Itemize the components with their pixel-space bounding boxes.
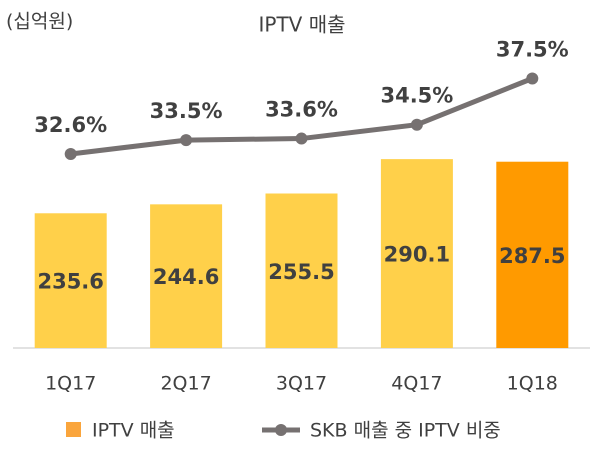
line-value-label: 33.5% — [150, 99, 223, 123]
line-value-label: 33.6% — [265, 98, 338, 122]
x-tick-label: 2Q17 — [160, 373, 211, 395]
bar — [150, 204, 223, 348]
bar-value-label: 287.5 — [499, 244, 565, 268]
x-tick-label: 1Q17 — [45, 373, 96, 395]
chart-title: IPTV 매출 — [258, 13, 345, 37]
line-point — [64, 147, 77, 160]
line-value-label: 32.6% — [34, 113, 107, 137]
x-tick-label: 1Q18 — [507, 373, 558, 395]
legend-label: IPTV 매출 — [92, 420, 175, 442]
legend-marker — [275, 424, 287, 436]
line-value-label: 34.5% — [380, 84, 453, 108]
line-point — [526, 72, 539, 85]
x-tick-label: 3Q17 — [276, 373, 327, 395]
line-point — [410, 118, 423, 131]
bar — [496, 161, 569, 348]
x-tick-label: 4Q17 — [391, 373, 442, 395]
legend-label: SKB 매출 중 IPTV 비중 — [310, 420, 501, 442]
unit-label: (십억원) — [6, 11, 73, 33]
bar-value-label: 235.6 — [37, 270, 103, 294]
line-value-label: 37.5% — [496, 38, 569, 62]
bar-value-label: 290.1 — [384, 243, 450, 267]
legend-swatch — [66, 422, 81, 437]
bar — [380, 159, 453, 348]
bar — [34, 213, 107, 348]
bar — [265, 193, 338, 348]
line-point — [295, 132, 308, 145]
line-point — [180, 134, 193, 147]
bar-value-label: 244.6 — [153, 265, 219, 289]
bar-value-label: 255.5 — [268, 260, 334, 284]
